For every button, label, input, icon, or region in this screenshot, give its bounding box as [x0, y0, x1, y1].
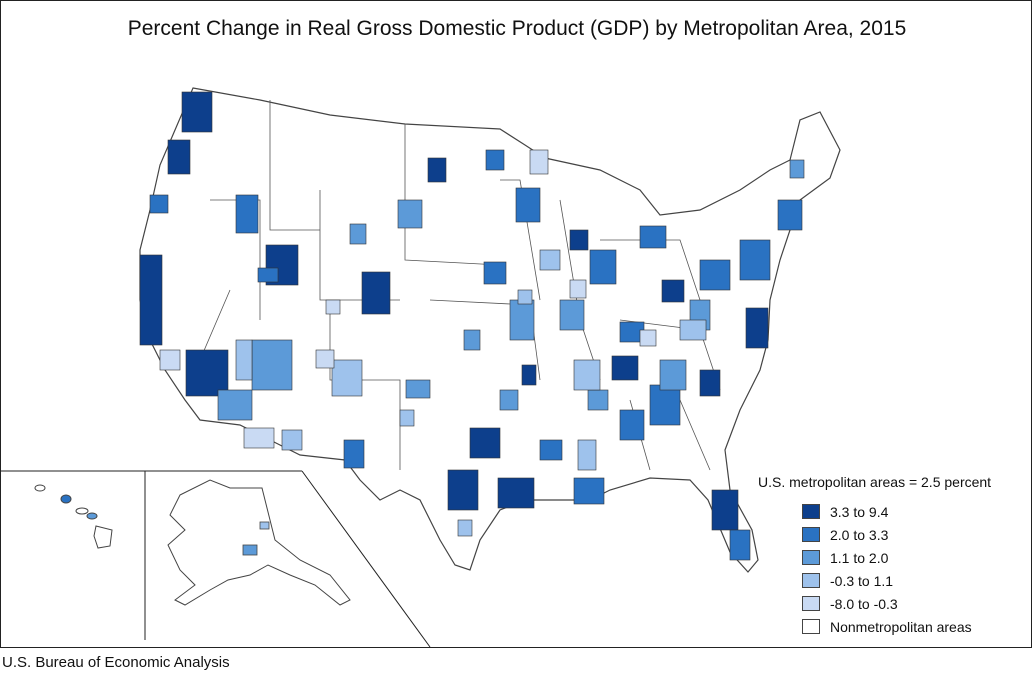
metro-areas: [139, 91, 805, 561]
map-title: Percent Change in Real Gross Domestic Pr…: [127, 17, 907, 40]
legend-item: -8.0 to -0.3: [758, 592, 1028, 615]
map-legend: U.S. metropolitan areas = 2.5 percent 3.…: [758, 474, 1028, 638]
legend-item: 3.3 to 9.4: [758, 500, 1028, 523]
legend-item: 1.1 to 2.0: [758, 546, 1028, 569]
legend-label: -0.3 to 1.1: [830, 572, 894, 589]
legend-label: 3.3 to 9.4: [830, 503, 889, 520]
legend-item: 2.0 to 3.3: [758, 523, 1028, 546]
hawaii-inset: [34, 484, 113, 549]
legend-swatch: [802, 573, 820, 588]
legend-item: -0.3 to 1.1: [758, 569, 1028, 592]
legend-label: -8.0 to -0.3: [830, 595, 898, 612]
alaska-inset: [167, 479, 351, 606]
legend-item: Nonmetropolitan areas: [758, 615, 1028, 638]
legend-swatch: [802, 550, 820, 565]
source-credit: U.S. Bureau of Economic Analysis: [2, 654, 230, 671]
legend-swatch: [802, 527, 820, 542]
legend-label: Nonmetropolitan areas: [830, 618, 972, 635]
us-map: [0, 87, 841, 648]
legend-label: 1.1 to 2.0: [830, 549, 889, 566]
legend-label: 2.0 to 3.3: [830, 526, 889, 543]
legend-swatch: [802, 504, 820, 519]
legend-swatch: [802, 619, 820, 634]
legend-title: U.S. metropolitan areas = 2.5 percent: [758, 474, 992, 490]
map-frame: [0, 0, 1032, 648]
legend-swatch: [802, 596, 820, 611]
